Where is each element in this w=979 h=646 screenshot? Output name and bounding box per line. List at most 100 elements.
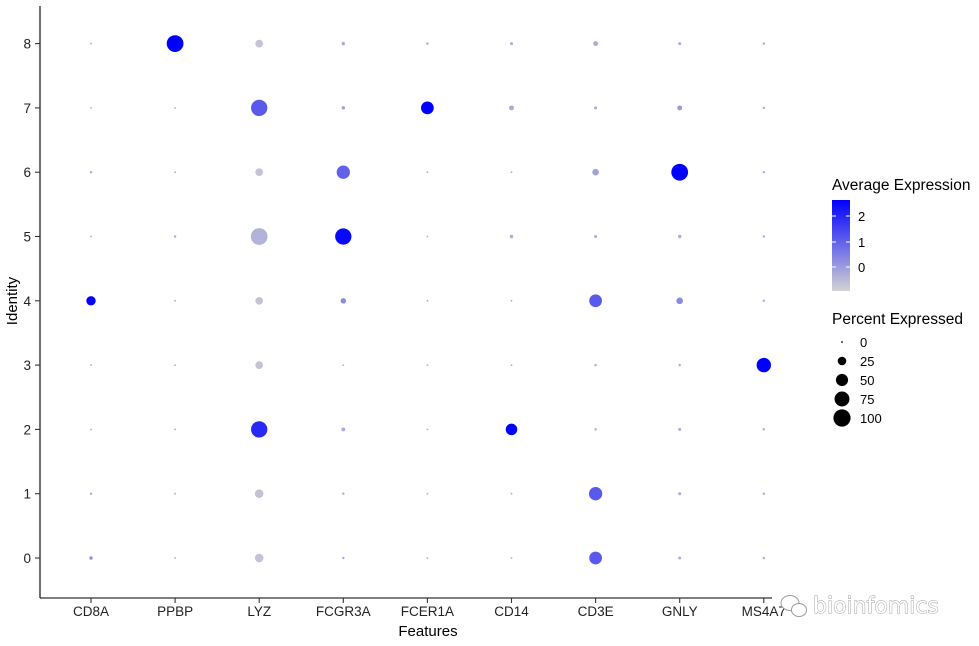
size-legend-dot [834,391,850,407]
dot-fcgr3a-2 [341,427,346,432]
dot-cd14-8 [510,42,513,46]
dot-cd14-1 [510,492,513,495]
dot-ms4a7-5 [762,235,766,238]
dot-lyz-7 [251,99,268,117]
dot-cd3e-0 [589,551,602,565]
dot-cd8a-2 [90,428,92,431]
color-legend-label: 0 [858,260,865,275]
y-axis-title: Identity [4,276,21,325]
dot-fcer1a-0 [426,557,429,559]
watermark-text: bioinfomics [813,594,939,619]
dot-ms4a7-6 [762,170,766,174]
dot-fcgr3a-4 [340,298,347,304]
dot-ms4a7-8 [762,42,766,45]
size-legend-label: 0 [860,335,867,350]
size-legend-dot [841,341,843,343]
dot-ppbp-6 [174,171,177,174]
points-layer [86,35,771,565]
x-tick-label: MS4A7 [742,604,786,619]
dot-ms4a7-2 [762,428,766,431]
dot-fcgr3a-8 [341,41,346,46]
dot-gnly-8 [678,42,682,46]
dot-cd14-4 [510,299,513,302]
dot-cd8a-7 [90,107,92,109]
x-tick-label: FCER1A [401,604,454,619]
dot-cd14-7 [509,105,514,111]
dot-cd3e-8 [593,41,599,47]
x-tick-label: PPBP [157,604,193,619]
dot-lyz-4 [255,296,264,305]
dot-fcgr3a-1 [342,492,345,495]
dot-ppbp-5 [173,235,177,238]
color-legend: Average Expression 2 1 0 [832,177,970,291]
dot-cd3e-2 [594,428,597,431]
dot-fcer1a-2 [426,428,429,431]
size-legend-label: 75 [860,392,874,407]
dot-ppbp-3 [174,364,177,366]
dot-lyz-1 [254,489,264,499]
dot-lyz-5 [250,228,268,245]
dot-fcgr3a-3 [342,364,345,366]
dot-cd3e-5 [594,235,598,238]
dot-gnly-1 [678,492,682,496]
wechat-logo-icon [780,595,807,617]
y-tick-label: 8 [23,37,31,52]
dot-lyz-3 [255,361,264,369]
dot-fcer1a-4 [426,299,429,302]
dot-cd3e-1 [588,487,603,501]
dot-gnly-4 [676,297,684,305]
dot-cd14-2 [505,423,518,436]
y-tick-label: 4 [23,294,31,309]
dot-fcgr3a-6 [336,165,350,179]
dot-cd3e-7 [594,106,598,110]
dot-cd8a-5 [90,235,92,238]
dot-ppbp-4 [174,299,177,302]
dot-cd8a-8 [90,42,92,45]
dot-fcer1a-8 [426,42,429,45]
dot-fcer1a-1 [426,492,429,495]
axes-layer [39,6,772,599]
dot-cd3e-4 [589,294,602,308]
dot-gnly-2 [678,427,682,431]
dot-cd3e-6 [592,168,599,176]
dot-ppbp-8 [166,35,184,52]
color-legend-bar [832,200,850,291]
size-legend-dot [833,409,851,427]
dot-cd3e-3 [594,363,597,367]
dot-lyz-8 [255,39,264,48]
x-axis-title: Features [398,623,457,640]
y-tick-label: 7 [23,101,31,116]
dot-ppbp-1 [174,492,177,495]
y-tick-label: 6 [23,165,31,180]
dot-gnly-7 [677,105,683,111]
dot-gnly-3 [678,363,681,367]
color-legend-label: 2 [858,209,865,224]
dot-fcgr3a-0 [342,556,345,560]
size-legend-label: 25 [860,354,874,369]
dot-ms4a7-7 [762,106,766,110]
size-legend-title: Percent Expressed [832,311,963,328]
dot-ppbp-0 [174,557,177,559]
watermark: bioinfomics [780,594,939,619]
dot-lyz-2 [251,421,268,438]
size-legend-label: 50 [860,373,874,388]
dot-ppbp-7 [174,107,177,109]
y-tick-label: 0 [23,551,31,566]
dot-fcgr3a-7 [341,106,346,110]
size-legend-items: 0 25 50 75 100 [833,335,882,427]
dot-gnly-6 [671,163,689,181]
dot-cd14-5 [509,234,514,239]
x-tick-label: FCGR3A [316,604,371,619]
dot-gnly-0 [678,556,682,560]
dot-ms4a7-3 [756,357,771,373]
dot-cd14-6 [510,171,513,174]
dot-lyz-6 [255,168,264,177]
dot-lyz-0 [254,553,264,563]
dot-ppbp-2 [174,428,177,431]
y-tick-label: 2 [23,422,31,437]
dot-cd8a-4 [86,296,96,306]
x-tick-label: CD8A [73,604,109,619]
size-legend-dot [835,373,849,387]
dot-cd8a-3 [90,364,92,366]
